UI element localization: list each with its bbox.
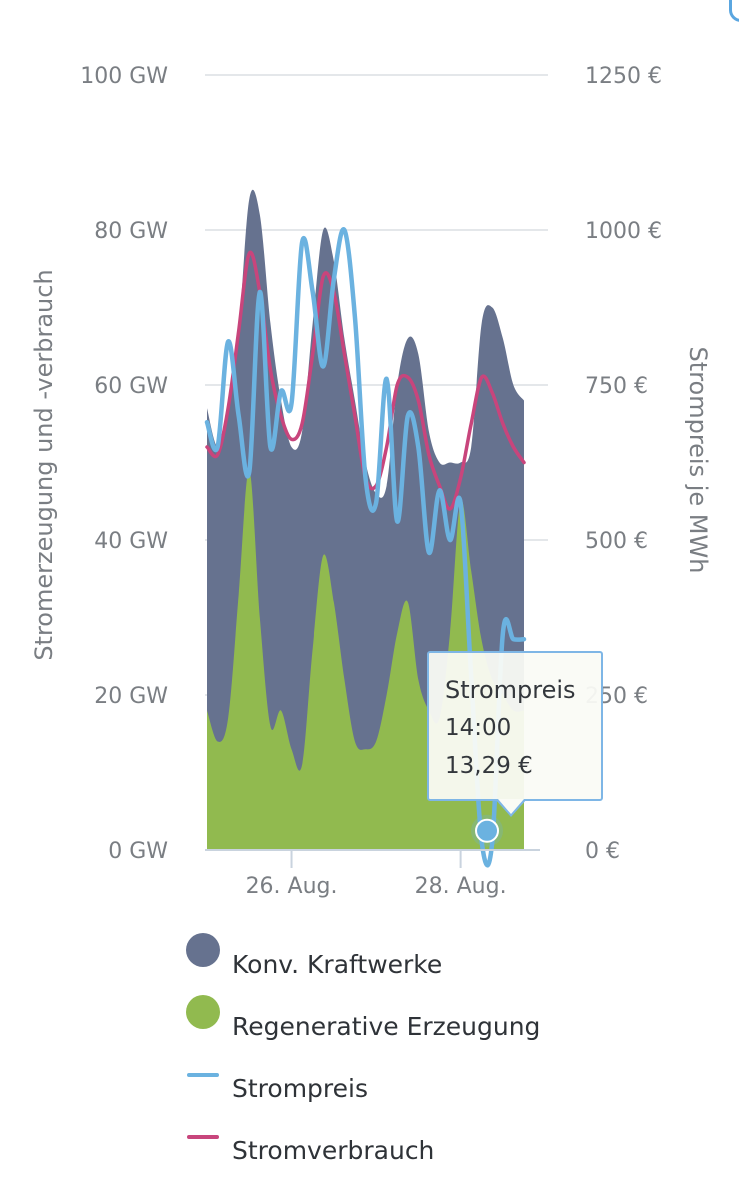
legend-swatch-regenerativ	[186, 995, 220, 1029]
right-tick-label: 1000 €	[585, 219, 662, 244]
legend-label: Stromverbrauch	[232, 1136, 435, 1165]
right-tick-label: 750 €	[585, 374, 648, 399]
legend-swatch-strompreis	[187, 1073, 219, 1077]
left-tick-label: 60 GW	[94, 374, 168, 399]
right-tick-label: 0 €	[585, 839, 620, 864]
tooltip-time: 14:00	[445, 715, 512, 741]
legend-label: Regenerative Erzeugung	[232, 1012, 541, 1041]
hover-marker[interactable]	[471, 814, 504, 847]
left-tick-label: 40 GW	[94, 529, 168, 554]
legend-swatch-stromverbrauch	[187, 1135, 219, 1139]
legend-swatch-konv	[186, 933, 220, 967]
legend-label: Konv. Kraftwerke	[232, 950, 443, 979]
right-tick-label: 1250 €	[585, 64, 662, 89]
x-tick-label: 28. Aug.	[415, 874, 507, 899]
x-axis-ticks: 26. Aug. 28. Aug.	[246, 850, 507, 899]
x-tick-label: 26. Aug.	[246, 874, 338, 899]
legend-label: Strompreis	[232, 1074, 368, 1103]
left-axis-title: Stromerzeugung und -verbrauch	[30, 269, 58, 660]
marker-point[interactable]	[475, 818, 500, 843]
tooltip-pointer-inner	[498, 799, 524, 814]
right-axis-title: Strompreis je MWh	[684, 347, 712, 574]
right-tick-label: 500 €	[585, 529, 648, 554]
tooltip-title: Strompreis	[445, 676, 576, 704]
left-axis-ticks: 0 GW 20 GW 40 GW 60 GW 80 GW 100 GW	[80, 64, 168, 864]
left-tick-label: 0 GW	[108, 839, 168, 864]
tooltip: Strompreis 14:00 13,29 €	[427, 651, 603, 801]
left-tick-label: 20 GW	[94, 684, 168, 709]
tooltip-value: 13,29 €	[445, 753, 533, 779]
left-tick-label: 80 GW	[94, 219, 168, 244]
right-axis-ticks: 0 €250 €500 €750 €1000 €1250 €	[585, 64, 662, 864]
left-tick-label: 100 GW	[80, 64, 168, 89]
